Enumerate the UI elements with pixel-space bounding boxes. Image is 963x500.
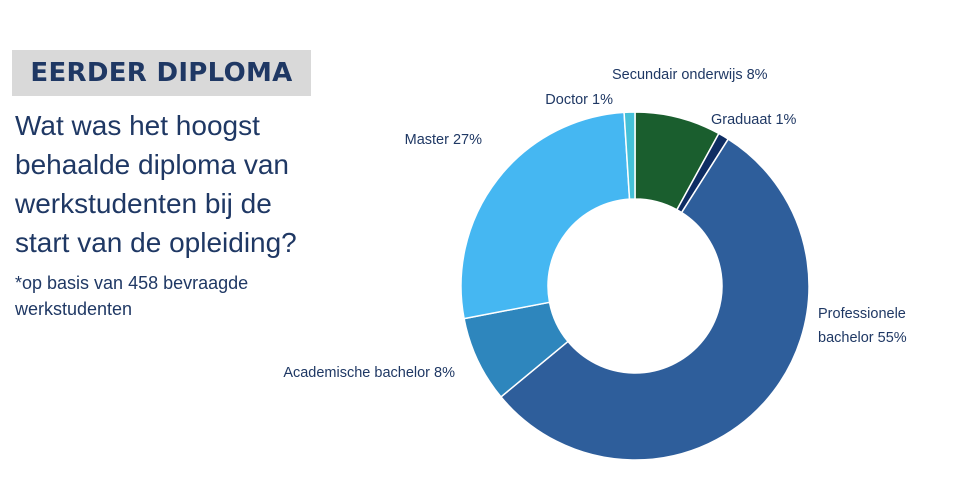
label-professionele-bachelor: Professionele bachelor 55% <box>818 306 910 346</box>
slice-2 <box>499 138 810 461</box>
slice-5 <box>623 111 636 200</box>
label-academische-bachelor: Academische bachelor 8% <box>283 365 455 381</box>
chart-labels: Secundair onderwijs 8% Graduaat 1% Profe… <box>283 67 910 381</box>
label-secundair: Secundair onderwijs 8% <box>612 67 768 83</box>
label-graduaat: Graduaat 1% <box>711 112 797 128</box>
chart-slices <box>460 111 810 461</box>
heading: EERDER DIPLOMA <box>30 58 293 88</box>
slice-4 <box>460 111 631 320</box>
heading-banner: EERDER DIPLOMA <box>12 50 311 96</box>
label-doctor: Doctor 1% <box>545 92 613 108</box>
question-text: Wat was het hoogst behaalde diploma van … <box>15 110 297 258</box>
label-master: Master 27% <box>405 132 482 148</box>
footnote: *op basis van 458 bevraagde werkstudente… <box>15 273 249 319</box>
